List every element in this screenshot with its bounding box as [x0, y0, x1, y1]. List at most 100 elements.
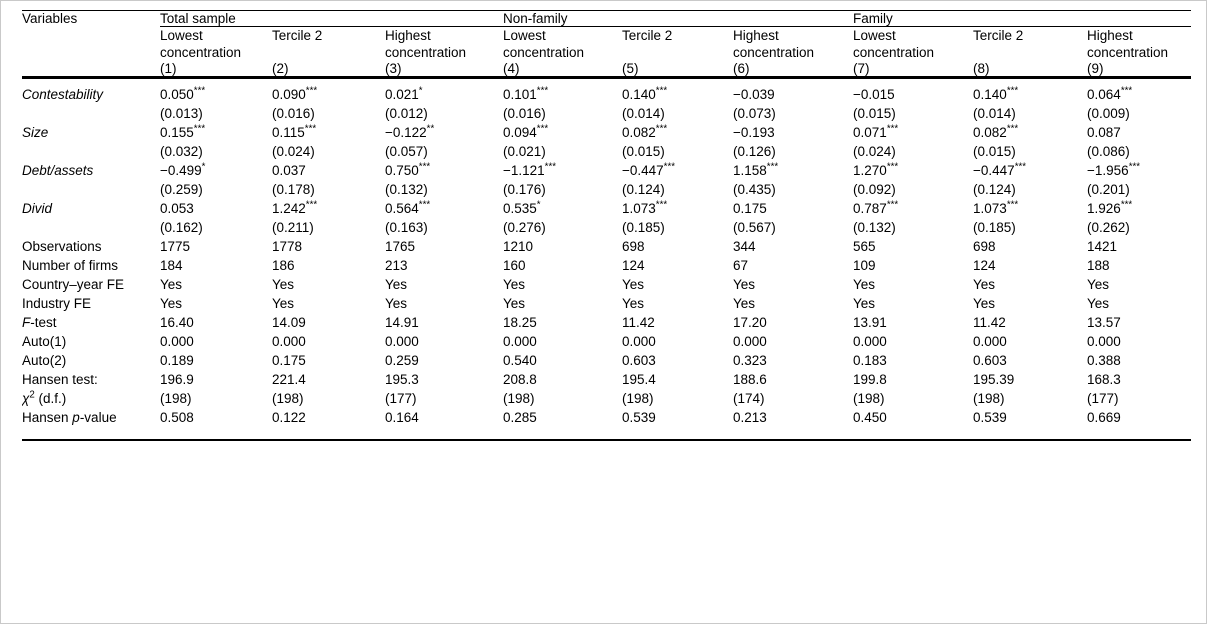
- table-cell: 0.000: [853, 334, 887, 349]
- table-cell: 0.140***: [622, 85, 668, 102]
- table-cell: 0.189: [160, 353, 194, 368]
- table-cell: (0.262): [1087, 220, 1130, 235]
- table-cell: 11.42: [973, 315, 1006, 330]
- significance-stars: ***: [1006, 199, 1019, 211]
- table-cell: 109: [853, 258, 876, 273]
- table-cell: 196.9: [160, 372, 194, 387]
- table-cell: (0.185): [622, 220, 665, 235]
- table-cell: Yes: [503, 296, 526, 311]
- table-cell: 0.122: [272, 410, 306, 425]
- table-cell: (0.016): [503, 106, 546, 121]
- table-cell: Yes: [853, 277, 876, 292]
- table-cell: 14.09: [272, 315, 306, 330]
- table-cell: (0.124): [622, 182, 665, 197]
- row-label: Contestability: [22, 87, 104, 102]
- table-cell: (0.016): [272, 106, 315, 121]
- table-cell: 0.000: [160, 334, 194, 349]
- significance-stars: ***: [536, 85, 549, 97]
- table-cell: (0.012): [385, 106, 428, 121]
- table-cell: Yes: [385, 277, 408, 292]
- table-cell: 1421: [1087, 239, 1118, 254]
- table-cell: (177): [385, 391, 417, 406]
- table-cell: 0.000: [503, 334, 537, 349]
- table-row: Hansen test: 196.9 221.4 195.3 208.8 195.4 188…: [22, 370, 1191, 389]
- column-number-4: (4): [503, 61, 520, 76]
- table-cell: 1.158***: [733, 161, 779, 178]
- table-cell: 0.050***: [160, 85, 206, 102]
- table-cell: 13.57: [1087, 315, 1121, 330]
- table-cell: 188.6: [733, 372, 767, 387]
- variables-header: Variables: [22, 11, 78, 26]
- table-cell: (0.013): [160, 106, 203, 121]
- table-cell: (0.086): [1087, 144, 1130, 159]
- column-number-6: (6): [733, 61, 750, 76]
- group-header-family: Family: [853, 10, 1192, 27]
- significance-stars: ***: [193, 123, 206, 135]
- table-cell: −1.956***: [1087, 161, 1141, 178]
- table-cell: 160: [503, 258, 526, 273]
- table-cell: (0.435): [733, 182, 776, 197]
- table-cell: (198): [503, 391, 535, 406]
- table-cell: 0.000: [622, 334, 656, 349]
- table-cell: 0.564***: [385, 199, 431, 216]
- table-cell: Yes: [503, 277, 526, 292]
- table-cell: (0.057): [385, 144, 428, 159]
- column-number-7: (7): [853, 61, 870, 76]
- table-row: Observations 1775 1778 1765 1210 698 344 565 698…: [22, 237, 1191, 256]
- table-cell: 0.539: [973, 410, 1007, 425]
- table-cell: (0.032): [160, 144, 203, 159]
- table-cell: (0.021): [503, 144, 546, 159]
- table-row: (0.013) (0.016) (0.012) (0.016) (0.014) (0.07…: [22, 104, 1191, 123]
- significance-stars: ***: [1128, 161, 1141, 173]
- significance-stars: ***: [418, 161, 431, 173]
- table-cell: 698: [973, 239, 996, 254]
- significance-stars: ***: [663, 161, 676, 173]
- subheader-col-4: Lowest concentration: [503, 28, 585, 60]
- table-header: Variables Total sample Non-family Family…: [22, 10, 1192, 78]
- table-cell: (0.201): [1087, 182, 1130, 197]
- table-cell: 0.000: [385, 334, 419, 349]
- table-row: Industry FE Yes Yes Yes Yes Yes Yes Yes Yes Yes: [22, 294, 1191, 313]
- row-label: [22, 104, 160, 123]
- significance-stars: ***: [193, 85, 206, 97]
- table-cell: (0.178): [272, 182, 315, 197]
- table-cell: −0.447***: [622, 161, 676, 178]
- significance-stars: ***: [1006, 123, 1019, 135]
- table-cell: 0.140***: [973, 85, 1019, 102]
- table-cell: 195.4: [622, 372, 656, 387]
- table-cell: 0.603: [622, 353, 656, 368]
- table-cell: 1.073***: [973, 199, 1019, 216]
- subheader-col-6: Highest concentration: [733, 28, 815, 60]
- table-cell: Yes: [272, 277, 295, 292]
- column-number-3: (3): [385, 61, 402, 76]
- significance-stars: ***: [544, 161, 557, 173]
- table-cell: (0.009): [1087, 106, 1130, 121]
- table-cell: (198): [160, 391, 192, 406]
- significance-stars: **: [426, 123, 435, 135]
- table-row: F-test 16.40 14.09 14.91 18.25 11.42 17.20 13.9…: [22, 313, 1191, 332]
- table-cell: (0.092): [853, 182, 896, 197]
- table-cell: Yes: [853, 296, 876, 311]
- table-cell: (198): [853, 391, 885, 406]
- significance-stars: ***: [886, 199, 899, 211]
- table-cell: 1.242***: [272, 199, 318, 216]
- table-cell: 1775: [160, 239, 191, 254]
- table-cell: 195.3: [385, 372, 419, 387]
- subheader-col-9: Highest concentration: [1087, 28, 1169, 60]
- table-cell: (0.185): [973, 220, 1016, 235]
- table-cell: Yes: [385, 296, 408, 311]
- table-cell: (0.162): [160, 220, 203, 235]
- table-cell: 0.115***: [272, 123, 317, 140]
- table-cell: 0.101***: [503, 85, 549, 102]
- table-cell: 124: [973, 258, 996, 273]
- significance-stars: ***: [766, 161, 779, 173]
- table-cell: 0.000: [973, 334, 1007, 349]
- table-cell: 0.000: [272, 334, 306, 349]
- significance-stars: *: [418, 85, 423, 97]
- table-cell: Yes: [733, 296, 756, 311]
- group-header-row: Variables Total sample Non-family Family: [22, 10, 1192, 27]
- row-label: χ2 (d.f.): [22, 389, 67, 406]
- significance-stars: ***: [304, 123, 317, 135]
- significance-stars: ***: [886, 123, 899, 135]
- table-cell: 18.25: [503, 315, 537, 330]
